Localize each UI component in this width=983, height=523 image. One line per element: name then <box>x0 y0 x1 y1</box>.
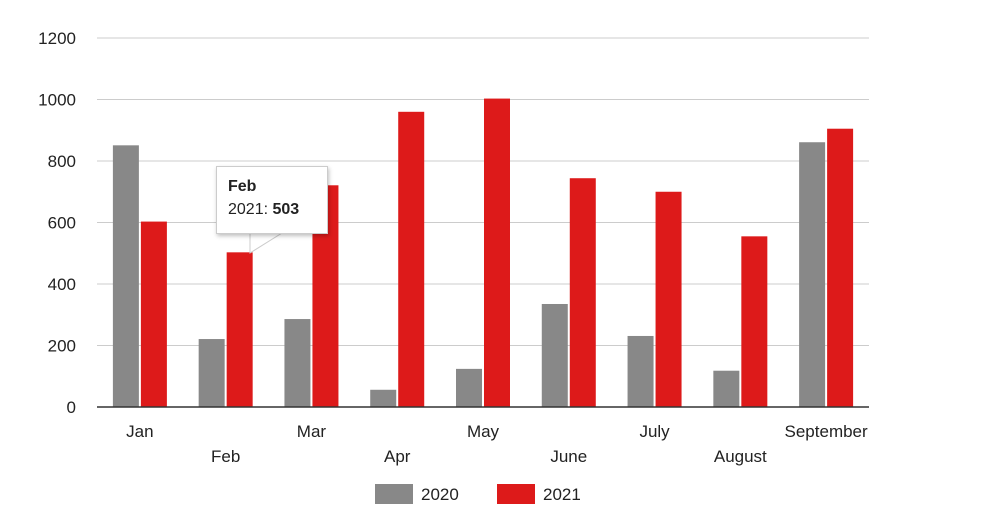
y-tick-label: 1000 <box>38 91 76 110</box>
bar-2021-july[interactable] <box>655 191 682 407</box>
bar-2021-september[interactable] <box>827 128 854 407</box>
legend-label-2020[interactable]: 2020 <box>421 485 459 504</box>
bar-2021-june[interactable] <box>569 178 596 407</box>
x-tick-label: June <box>550 447 587 466</box>
y-tick-label: 200 <box>48 337 76 356</box>
x-tick-label: Feb <box>211 447 240 466</box>
legend-label-2021[interactable]: 2021 <box>543 485 581 504</box>
bars <box>112 98 854 408</box>
bar-2020-jan[interactable] <box>112 145 139 407</box>
x-axis: Jan Feb Mar Apr May June July August September <box>126 422 868 466</box>
y-tick-label: 400 <box>48 275 76 294</box>
x-tick-label: Jan <box>126 422 153 441</box>
x-tick-label: July <box>639 422 670 441</box>
y-tick-label: 800 <box>48 152 76 171</box>
x-tick-label: Mar <box>297 422 327 441</box>
x-tick-label: Apr <box>384 447 411 466</box>
y-tick-label: 600 <box>48 214 76 233</box>
bar-2020-july[interactable] <box>627 335 654 407</box>
bar-2020-september[interactable] <box>799 142 826 407</box>
tooltip-series-label: 2021 <box>228 201 264 218</box>
bar-2021-august[interactable] <box>741 236 768 407</box>
y-tick-label: 0 <box>67 398 76 417</box>
tooltip-value: 503 <box>272 201 300 218</box>
legend: 2020 2021 <box>375 484 581 504</box>
legend-swatch-2020[interactable] <box>375 484 413 504</box>
tooltip: Feb 2021: 503 <box>216 166 328 234</box>
bar-2020-august[interactable] <box>713 370 740 407</box>
x-tick-label: September <box>785 422 868 441</box>
bar-2020-may[interactable] <box>456 368 482 407</box>
bar-2021-may[interactable] <box>484 98 510 407</box>
bar-2020-mar[interactable] <box>284 319 311 407</box>
x-tick-label: May <box>467 422 500 441</box>
y-axis: 0 200 400 600 800 1000 1200 <box>38 29 76 417</box>
bar-2020-apr[interactable] <box>370 389 397 407</box>
bar-2020-june[interactable] <box>541 303 568 407</box>
x-tick-label: August <box>714 447 767 466</box>
tooltip-title: Feb <box>228 178 257 195</box>
legend-swatch-2021[interactable] <box>497 484 535 504</box>
bar-2021-apr[interactable] <box>398 111 425 408</box>
y-tick-label: 1200 <box>38 29 76 48</box>
bar-2021-feb[interactable] <box>226 252 253 407</box>
bar-2020-feb[interactable] <box>198 339 225 407</box>
tooltip-body: 2021: 503 <box>228 201 300 218</box>
bar-2021-jan[interactable] <box>140 221 167 407</box>
